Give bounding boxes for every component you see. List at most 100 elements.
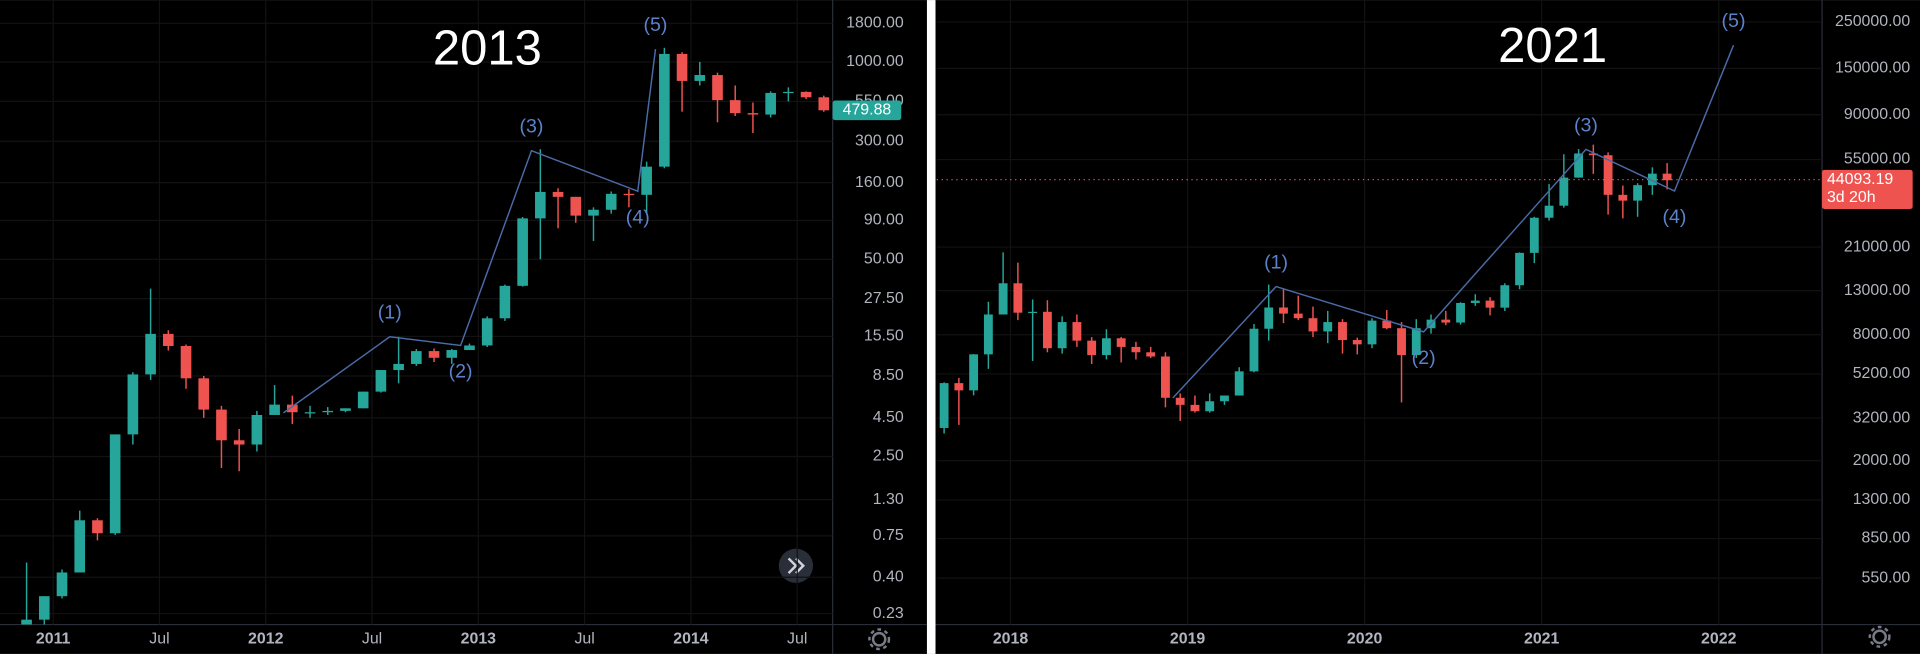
candle-body: [1131, 346, 1141, 353]
candle-body: [1352, 340, 1362, 345]
wave-label: (4): [1663, 206, 1687, 228]
settings-icon[interactable]: [868, 628, 891, 651]
chart-title: 2021: [1498, 19, 1607, 73]
candle-body: [464, 345, 475, 351]
candle-body: [393, 363, 404, 371]
candle-body: [1382, 320, 1392, 329]
candle-body: [1515, 252, 1524, 286]
y-tick-label: 27.50: [864, 290, 904, 307]
y-tick-label: 160.00: [855, 174, 904, 191]
candle-body: [1190, 404, 1200, 412]
candle-body: [1411, 328, 1421, 356]
y-tick-label: 90.00: [864, 212, 904, 229]
candle-body: [286, 404, 298, 413]
candle-body: [109, 434, 121, 534]
candle-body: [1603, 155, 1613, 195]
y-tick-label: 2000.00: [1853, 452, 1911, 469]
price-badge: [832, 100, 902, 121]
candle-body: [552, 191, 564, 197]
wave-label: (3): [1574, 114, 1598, 136]
candle-body: [74, 520, 86, 573]
wave-label: (1): [1264, 251, 1288, 273]
x-tick-label: 2020: [1347, 630, 1383, 647]
y-tick-label: 300.00: [855, 132, 904, 149]
candle-body: [623, 193, 635, 196]
wave-label: (3): [520, 116, 544, 138]
candle-body: [233, 440, 245, 445]
price-badge: [1822, 169, 1913, 210]
candle-body: [1338, 322, 1347, 341]
candle-body: [1633, 185, 1643, 201]
candle-body: [659, 53, 670, 167]
y-tick-label: 250000.00: [1835, 13, 1910, 30]
candle-body: [1116, 338, 1126, 347]
candle-body: [1323, 322, 1333, 332]
y-tick-label: 0.75: [873, 527, 904, 544]
y-tick-label: 13000.00: [1844, 282, 1910, 299]
x-tick-label: 2013: [461, 630, 497, 647]
candle-body: [605, 193, 617, 210]
candle-body: [428, 351, 440, 358]
wave-label: (2): [1412, 347, 1436, 369]
x-tick-label: Jul: [574, 630, 594, 647]
candle-body: [1072, 322, 1082, 341]
y-tick-label: 8.50: [873, 367, 904, 384]
wave-label: (4): [626, 206, 650, 228]
y-tick-label: 550.00: [1862, 569, 1911, 586]
candle-body: [357, 391, 369, 409]
candle-body: [998, 283, 1008, 315]
y-tick-label: 2.50: [873, 448, 904, 465]
plot-area: [936, 0, 1823, 625]
candle-body: [145, 333, 156, 375]
candle-body: [1559, 177, 1569, 206]
candle-body: [818, 97, 830, 111]
x-tick-label: Jul: [362, 630, 382, 647]
scroll-button[interactable]: [778, 548, 814, 583]
x-tick-label: 2012: [248, 630, 284, 647]
wave-label: (1): [378, 302, 402, 324]
wave-line: [283, 48, 657, 414]
candle-body: [535, 191, 546, 219]
candle-body: [1662, 173, 1672, 181]
x-tick-label: 2022: [1701, 630, 1737, 647]
candle-body: [729, 100, 741, 114]
settings-icon[interactable]: [1868, 625, 1891, 648]
candle-body: [446, 350, 458, 358]
y-tick-label: 1000.00: [846, 53, 904, 70]
candle-body: [481, 318, 493, 346]
candle-body: [1146, 352, 1156, 357]
candle-body: [1485, 300, 1495, 308]
y-tick-label: 15.50: [864, 328, 904, 345]
candle-body: [1618, 194, 1628, 201]
candle-body: [92, 520, 103, 534]
y-tick-label: 1300.00: [1853, 491, 1911, 508]
candle-body: [783, 91, 794, 94]
countdown: 3d 20h: [1827, 189, 1876, 206]
candle-body: [1470, 300, 1480, 303]
candle-body: [517, 218, 528, 286]
y-tick-label: 0.23: [873, 605, 904, 622]
candle-body: [747, 113, 759, 115]
y-tick-label: 850.00: [1862, 530, 1911, 547]
candle-body: [38, 596, 50, 620]
candle-body: [800, 91, 812, 98]
y-tick-label: 4.50: [873, 409, 904, 426]
candle-body: [694, 75, 706, 81]
candle-body: [1500, 285, 1510, 308]
candle-body: [1175, 397, 1185, 405]
candle-body: [127, 374, 139, 435]
candle-body: [1279, 307, 1288, 314]
x-tick-label: Jul: [149, 630, 169, 647]
candle-body: [21, 619, 32, 625]
candle-body: [641, 166, 652, 195]
candle-body: [1220, 395, 1229, 402]
candle-body: [983, 314, 993, 355]
candle-body: [375, 370, 387, 392]
candle-body: [340, 408, 351, 411]
candle-body: [1588, 153, 1598, 156]
last-price: 479.88: [843, 102, 892, 119]
candle-body: [56, 572, 68, 597]
x-tick-label: 2014: [673, 630, 709, 647]
